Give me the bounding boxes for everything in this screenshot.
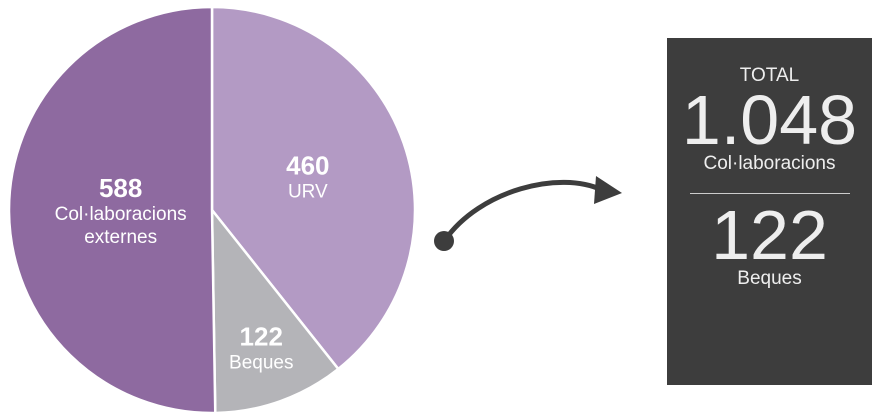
slice-value: 588 [98, 172, 143, 203]
summary-second: 122 [711, 196, 828, 274]
slice-label: 122 Beques [176, 321, 346, 374]
summary-heading: TOTAL [739, 65, 800, 86]
slice-category: Beques [229, 352, 294, 374]
pie-slice [210, 5, 417, 371]
slice-label: 460 URV [223, 150, 393, 203]
divider [689, 193, 850, 194]
summary-box: TOTAL 1.048 Col·laboracions 122 Beques [667, 38, 872, 385]
pie-slice [210, 206, 341, 412]
pie-slice [7, 5, 217, 412]
summary-total: 1.048 [681, 81, 858, 159]
arrow-dot [434, 231, 454, 251]
slice-value: 122 [239, 321, 283, 352]
slice-label: 588 Col·laboracions externes [36, 173, 206, 249]
pie [7, 5, 417, 412]
arrow [442, 179, 604, 242]
slice-value: 460 [286, 150, 330, 181]
summary-second-label: Beques [737, 268, 802, 289]
arrow-head [594, 176, 622, 204]
slice-category: URV [287, 181, 328, 203]
slice-category: Col·laboracions externes [54, 203, 187, 248]
summary-total-label: Col·laboracions [703, 153, 836, 174]
